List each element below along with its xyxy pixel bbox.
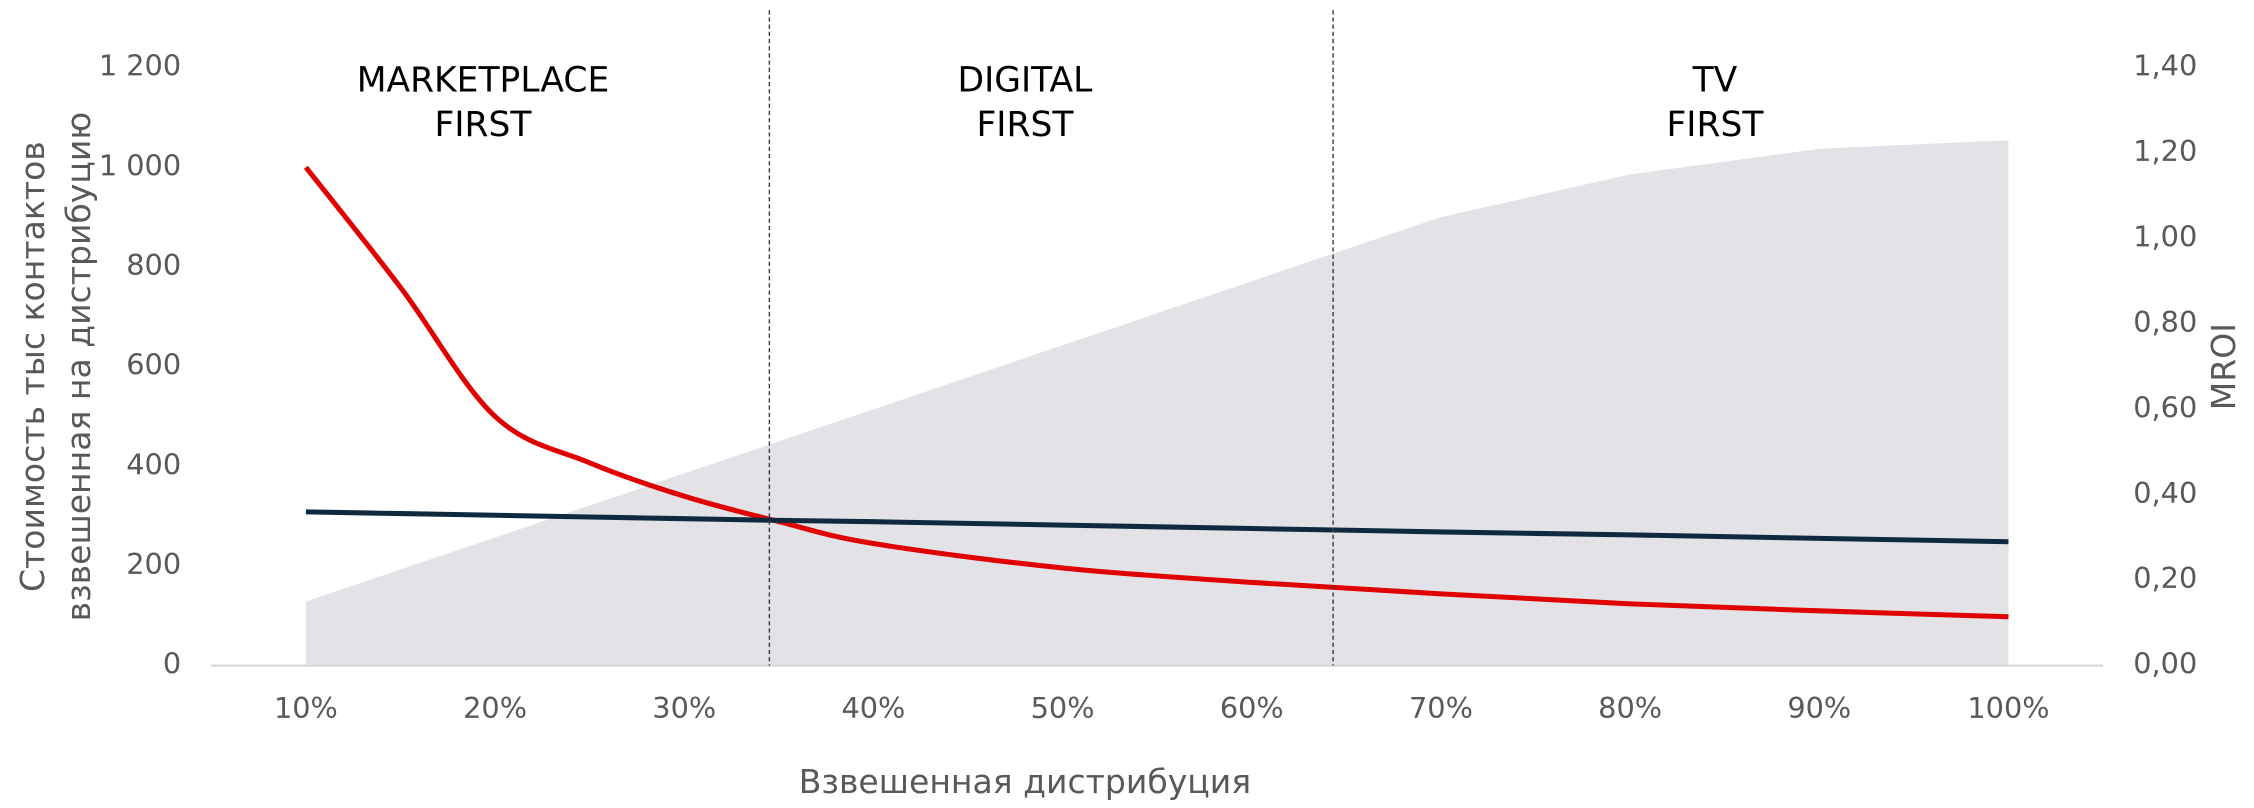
region-label: FIRST [976, 105, 1074, 145]
y2-tick-label: 0,00 [2133, 647, 2197, 681]
y-tick-label: 400 [126, 447, 181, 481]
y2-tick-label: 0,60 [2133, 390, 2197, 424]
y2-tick-label: 1,40 [2133, 49, 2197, 83]
x-axis-title: Взвешенная дистрибуция [799, 762, 1251, 801]
x-tick-label: 30% [652, 691, 716, 725]
region-label: TV [1692, 61, 1738, 101]
y2-tick-label: 0,20 [2133, 561, 2197, 595]
x-tick-label: 70% [1409, 691, 1473, 725]
x-tick-label: 90% [1787, 691, 1851, 725]
y-tick-label: 0 [163, 647, 181, 681]
x-tick-label: 80% [1598, 691, 1662, 725]
area [305, 140, 2009, 666]
line [303, 165, 2009, 620]
x-tick-label: 60% [1220, 691, 1284, 725]
y-tick-label: 1 200 [99, 49, 181, 83]
y-tick-label: 600 [126, 348, 181, 382]
x-tick-label: 40% [841, 691, 905, 725]
y-tick-label: 800 [126, 248, 181, 282]
y2-axis-title: MROI [2204, 323, 2243, 410]
y2-tick-label: 0,80 [2133, 305, 2197, 339]
y2-tick-label: 1,00 [2133, 219, 2197, 253]
region-label: FIRST [435, 105, 533, 145]
x-tick-label: 10% [274, 691, 338, 725]
x-tick-label: 20% [463, 691, 527, 725]
y2-tick-label: 0,40 [2133, 476, 2197, 510]
x-tick-label: 100% [1967, 691, 2049, 725]
y-axis-title: Стоимость тыс контактов [13, 141, 52, 592]
y-axis-title: взвешенная на дистрибуцию [59, 112, 98, 622]
region-label: FIRST [1666, 105, 1764, 145]
y2-tick-label: 1,20 [2133, 134, 2197, 168]
y-tick-label: 200 [126, 547, 181, 581]
region-label: MARKETPLACE [357, 61, 610, 101]
x-tick-label: 50% [1031, 691, 1095, 725]
y-tick-label: 1 000 [99, 148, 181, 182]
line [305, 509, 2009, 545]
region-label: DIGITAL [958, 61, 1094, 101]
